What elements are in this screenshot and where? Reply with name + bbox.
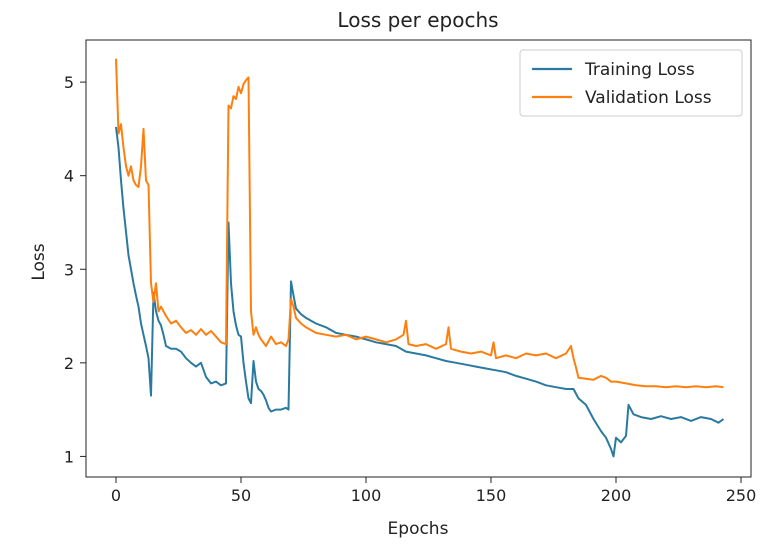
legend-box xyxy=(519,49,743,117)
x-axis-label: Epochs xyxy=(388,519,449,539)
legend-label-validation-loss: Validation Loss xyxy=(585,88,712,108)
y-tick-label: 1 xyxy=(64,447,74,466)
x-tick-label: 0 xyxy=(111,486,121,505)
x-tick-label: 50 xyxy=(231,486,251,505)
y-tick-label: 3 xyxy=(64,260,74,279)
series-layer xyxy=(115,58,725,458)
series-line-training-loss xyxy=(115,126,725,458)
x-tick-label: 100 xyxy=(351,486,382,505)
plot-frame xyxy=(85,39,752,478)
y-axis-label: Loss xyxy=(29,243,49,280)
y-tick-label: 2 xyxy=(64,354,74,373)
x-tick-label: 150 xyxy=(476,486,507,505)
x-tick-label: 250 xyxy=(726,486,757,505)
x-tick-label: 200 xyxy=(601,486,632,505)
chart-title: Loss per epochs xyxy=(337,8,498,32)
y-tick-label: 4 xyxy=(64,167,74,186)
legend-label-training-loss: Training Loss xyxy=(584,60,695,80)
tick-layer: 0 50 100 150 200 250 1 2 3 4 5 xyxy=(64,73,756,505)
legend: Training Loss Validation Loss xyxy=(519,49,743,117)
y-tick-label: 5 xyxy=(64,73,74,92)
series-line-validation-loss xyxy=(115,58,724,389)
